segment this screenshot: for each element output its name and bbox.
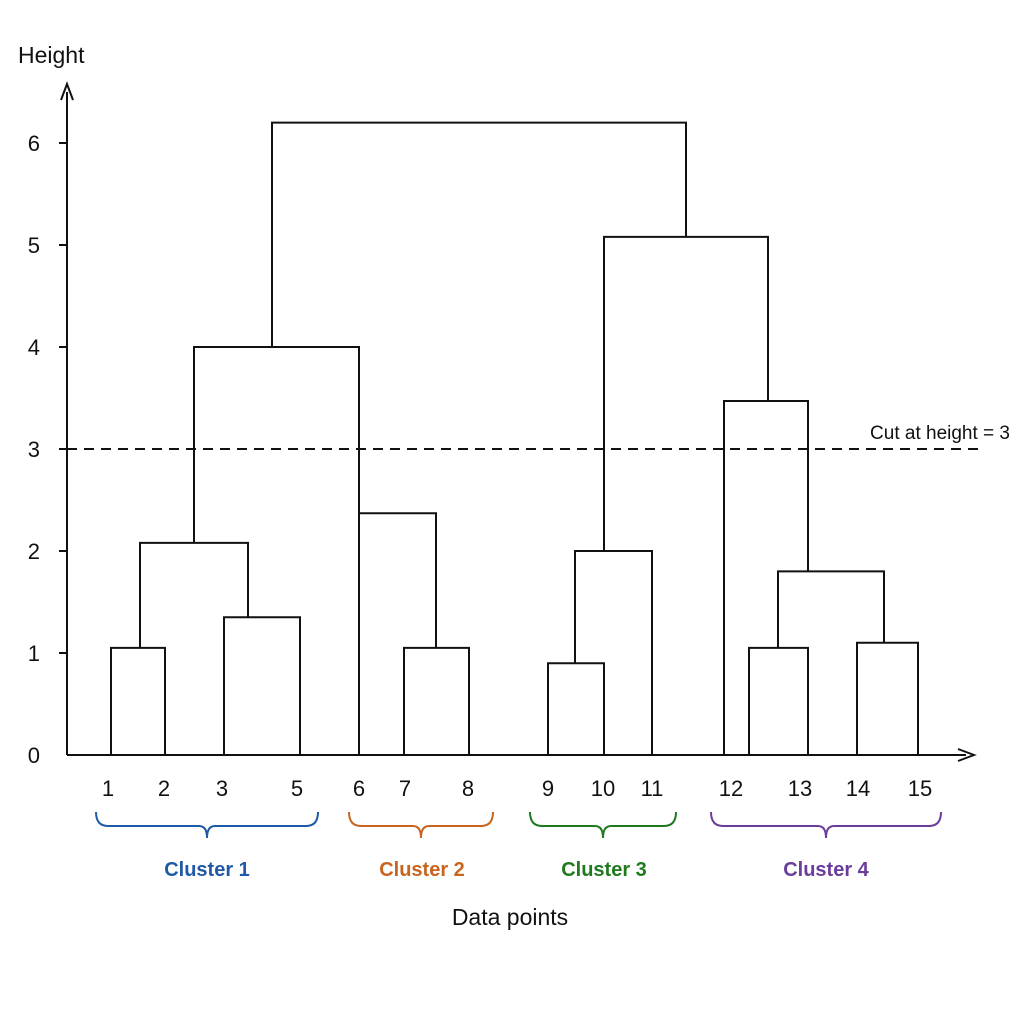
y-tick-label: 2 [28,539,40,564]
merge-link [856,641,919,755]
cluster-bracket [529,811,677,839]
merge-link [139,541,249,648]
merge-link [777,570,885,648]
y-tick-label: 1 [28,641,40,666]
merge-link [574,550,653,755]
y-tick-label: 4 [28,335,40,360]
cluster-bracket [95,811,319,839]
cluster-label: Cluster 2 [379,859,465,881]
y-tick-label: 0 [28,743,40,768]
merge-link [547,662,605,755]
cut-line-group: Cut at height = 3 [67,423,1010,450]
y-tick-label: 3 [28,437,40,462]
y-ticks: 0 1 2 3 4 5 6 [28,131,67,768]
cluster-label: Cluster 4 [783,859,869,881]
y-axis-title: Height [18,42,85,68]
merge-link [271,121,687,347]
merge-link [748,646,809,755]
merge-link [358,512,437,755]
leaf-labels: 1 2 3 5 6 7 8 9 10 11 12 13 14 15 [102,776,932,801]
merge-link [723,400,809,755]
leaf-label: 8 [462,776,474,801]
leaf-label: 9 [542,776,554,801]
cut-label: Cut at height = 3 [870,423,1010,444]
y-tick-label: 5 [28,233,40,258]
leaf-label: 3 [216,776,228,801]
dendrogram-links [110,121,919,755]
y-axis-arrow [60,81,74,101]
leaf-label: 15 [908,776,932,801]
cluster-label: Cluster 1 [164,859,250,881]
leaf-label: 12 [719,776,743,801]
leaf-label: 2 [158,776,170,801]
merge-link [603,235,769,551]
leaf-label: 5 [291,776,303,801]
merge-link [110,646,166,755]
merge-link [223,616,301,755]
cluster-brackets: Cluster 1 Cluster 2 Cluster 3 Cluster 4 [95,811,942,881]
x-axis-title: Data points [452,904,568,930]
x-axis-arrow [957,748,977,762]
leaf-label: 11 [641,776,664,801]
leaf-label: 13 [788,776,812,801]
cluster-bracket [348,811,494,839]
leaf-label: 7 [399,776,411,801]
leaf-label: 1 [102,776,114,801]
merge-link [193,346,360,755]
merge-link [403,646,470,755]
leaf-label: 6 [353,776,365,801]
leaf-label: 14 [846,776,870,801]
cluster-bracket [710,811,942,839]
axes [60,81,977,762]
leaf-label: 10 [591,776,615,801]
y-tick-label: 6 [28,131,40,156]
cluster-label: Cluster 3 [561,859,647,881]
